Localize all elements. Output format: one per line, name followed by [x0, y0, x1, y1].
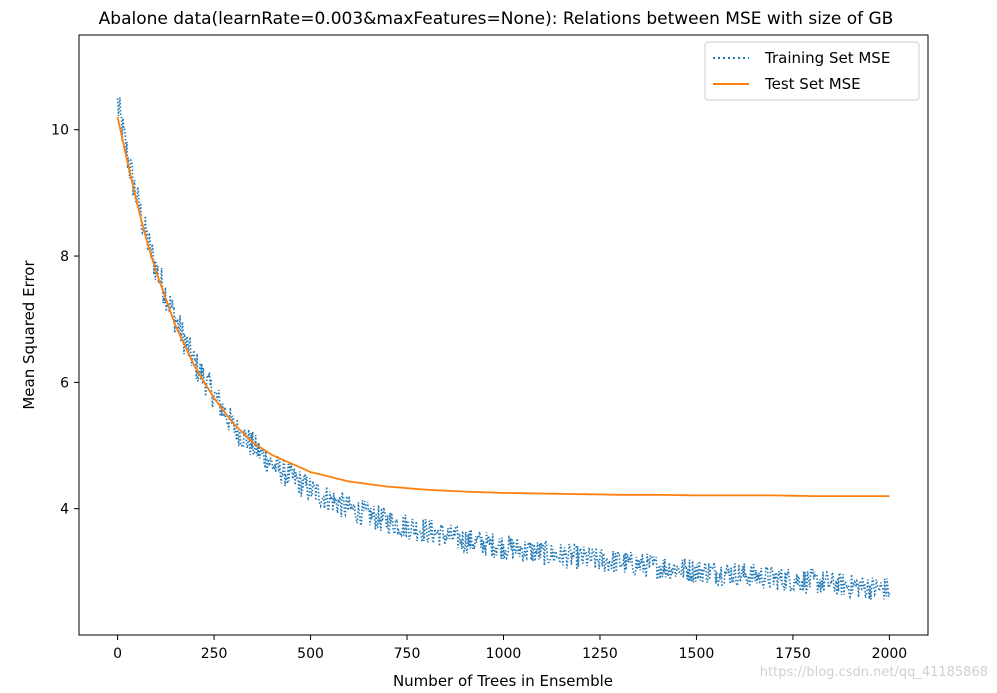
x-axis: 0 250 500 750 1000 1250 1500 1750 2000 — [113, 635, 907, 662]
legend-label-test: Test Set MSE — [764, 75, 861, 93]
x-tick-label: 2000 — [872, 646, 908, 662]
x-tick-label: 1000 — [486, 646, 522, 662]
x-tick-label: 0 — [113, 646, 122, 662]
y-tick-label: 4 — [60, 502, 69, 518]
x-tick-label: 1250 — [582, 646, 618, 662]
series-line-test — [116, 116, 890, 498]
legend-label-training: Training Set MSE — [764, 49, 890, 67]
y-tick-label: 8 — [60, 249, 69, 265]
legend-box — [704, 41, 920, 101]
x-tick-label: 1500 — [679, 646, 715, 662]
x-tick-label: 500 — [297, 646, 324, 662]
watermark: https://blog.csdn.net/qq_41185868 — [760, 665, 988, 680]
y-axis: 4 6 8 10 — [51, 123, 79, 518]
y-tick-label: 6 — [60, 375, 69, 391]
chart-title: Abalone data(learnRate=0.003&maxFeatures… — [99, 9, 894, 29]
legend: Training Set MSE Test Set MSE — [704, 41, 920, 101]
series-line-training — [116, 97, 891, 600]
plot-area — [116, 97, 891, 600]
x-tick-label: 750 — [394, 646, 421, 662]
x-tick-label: 250 — [201, 646, 228, 662]
x-axis-label: Number of Trees in Ensemble — [393, 672, 613, 690]
y-tick-label: 10 — [51, 123, 69, 139]
x-tick-label: 1750 — [775, 646, 811, 662]
y-axis-label: Mean Squared Error — [20, 260, 38, 410]
